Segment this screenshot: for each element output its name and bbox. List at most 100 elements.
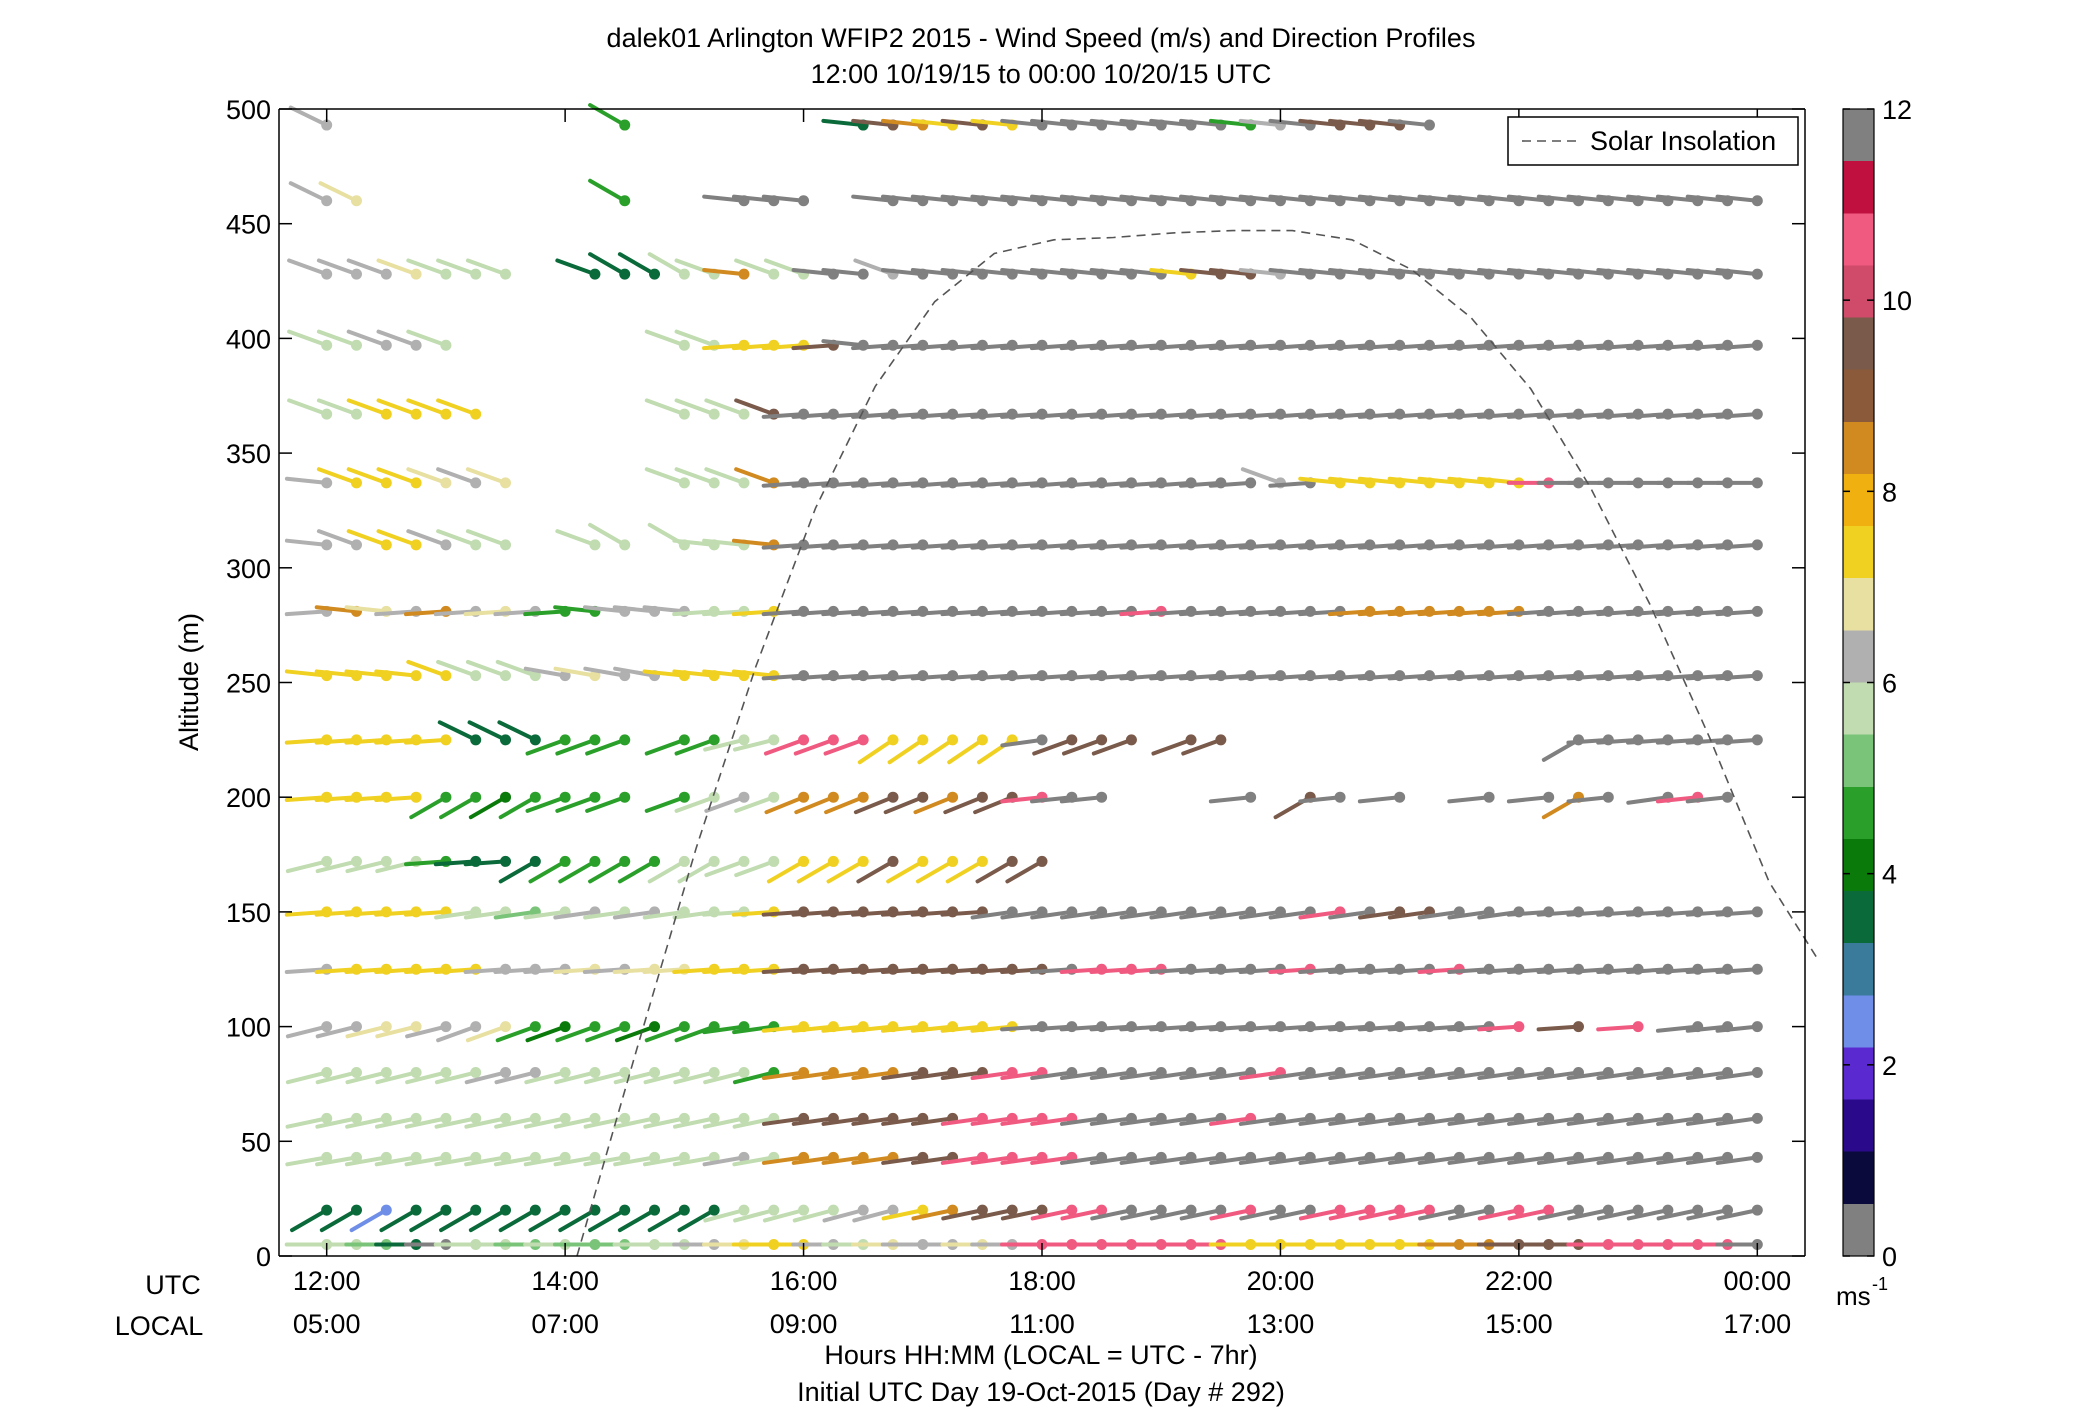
wind-barb-point — [440, 734, 452, 746]
wind-barb-line — [881, 1024, 925, 1033]
wind-barb-line — [642, 1155, 687, 1167]
wind-barb-line — [1119, 412, 1164, 419]
wind-barb-line — [1208, 609, 1253, 617]
wind-barb-line — [495, 659, 538, 678]
wind-barb-point — [500, 477, 512, 489]
wind-barb-line — [1119, 267, 1164, 277]
wind-barb-line — [1062, 737, 1104, 756]
wind-barb-line — [1298, 267, 1343, 277]
wind-barb-line — [734, 398, 776, 417]
wind-barb-point — [589, 539, 601, 551]
wind-barb-line — [523, 967, 568, 975]
wind-barb-point — [589, 1021, 601, 1033]
wind-barb-line — [1387, 1024, 1432, 1032]
wind-barb-line — [702, 1116, 746, 1129]
wind-barb-line — [374, 609, 419, 617]
wind-barb-line — [1686, 1208, 1730, 1221]
wind-barb-line — [465, 467, 508, 485]
wind-barb-line — [1507, 1070, 1551, 1081]
wind-barb-point — [1215, 734, 1227, 746]
wind-barb-point — [470, 408, 482, 420]
wind-barb-point — [1692, 1204, 1704, 1216]
wind-barb-line — [315, 1070, 359, 1085]
wind-barb-line — [1089, 343, 1134, 351]
wind-barb-point — [350, 408, 362, 420]
chart-title: dalek01 Arlington WFIP2 2015 - Wind Spee… — [607, 23, 1476, 53]
wind-barb-point — [1245, 1204, 1257, 1216]
wind-barb-line — [463, 967, 508, 975]
wind-barb-point — [440, 408, 452, 420]
wind-barb-line — [970, 609, 1015, 617]
wind-barb-line — [702, 967, 746, 975]
wind-barb-line — [405, 1024, 448, 1039]
wind-barb-line — [1417, 343, 1462, 351]
wind-barb-line — [404, 1116, 448, 1129]
wind-barb-point — [321, 408, 333, 420]
wind-barb-line — [880, 542, 925, 550]
wind-barb-line — [731, 909, 776, 917]
wind-barb-line — [346, 529, 389, 547]
wind-barb-line — [1656, 1116, 1700, 1126]
wind-barb-point — [1215, 1204, 1227, 1216]
wind-barb-line — [1477, 1070, 1521, 1081]
y-tick-label: 200 — [226, 783, 271, 813]
wind-barb-line — [945, 859, 985, 884]
wind-barb-line — [851, 1116, 895, 1126]
wind-barb-point — [768, 791, 780, 803]
wind-barb-line — [851, 343, 895, 351]
wind-barb-line — [1328, 118, 1372, 128]
wind-barb-line — [1119, 1070, 1164, 1081]
wind-barb-line — [588, 1208, 627, 1233]
wind-barb-line — [1178, 412, 1223, 419]
wind-barb-line — [766, 859, 806, 884]
wind-barb-line — [1030, 909, 1074, 920]
wind-barb-point — [470, 1204, 482, 1216]
wind-barb-line — [523, 909, 568, 920]
solar-insolation-curve — [576, 229, 1818, 1257]
wind-barb-line — [821, 1024, 866, 1033]
wind-barb-point — [857, 855, 869, 867]
wind-barb-point — [321, 1066, 333, 1078]
wind-barb-line — [1685, 542, 1730, 550]
wind-barb-line — [1417, 909, 1462, 920]
wind-barb-line — [880, 412, 925, 419]
wind-barb-point — [440, 670, 452, 682]
wind-barb-point — [321, 1112, 333, 1124]
y-axis-label: Altitude (m) — [174, 613, 204, 751]
wind-barb-line — [791, 1116, 836, 1126]
wind-barb-line — [376, 467, 419, 485]
wind-barb-point — [500, 855, 512, 867]
wind-barb-line — [1357, 343, 1402, 351]
wind-barb-line — [498, 859, 538, 884]
wind-barb-line — [404, 967, 448, 975]
wind-barb-line — [436, 659, 478, 678]
wind-barb-line — [881, 1116, 925, 1126]
wind-barb-line — [1387, 673, 1432, 681]
wind-barb-line — [910, 1155, 955, 1165]
legend-label: Solar Insolation — [1590, 126, 1776, 156]
wind-barb-line — [1447, 1208, 1492, 1221]
wind-barb-line — [1417, 609, 1462, 617]
wind-barb-line — [1030, 1155, 1074, 1165]
wind-barb-line — [1536, 1116, 1581, 1126]
wind-barb-line — [1566, 267, 1611, 277]
wind-barb-line — [1059, 118, 1104, 128]
wind-barb-line — [1507, 1155, 1551, 1165]
wind-barb-line — [525, 1024, 568, 1043]
wind-barb-line — [1327, 967, 1372, 975]
wind-barb-line — [821, 1116, 866, 1126]
wind-barb-line — [493, 967, 538, 975]
wind-barb-point — [470, 670, 482, 682]
wind-barb-line — [1596, 1155, 1641, 1165]
wind-barb-line — [1715, 609, 1760, 617]
wind-barb-point — [380, 477, 392, 489]
wind-barb-line — [404, 737, 448, 745]
wind-barb-line — [1000, 267, 1044, 277]
wind-barb-line — [285, 1070, 329, 1085]
wind-barb-line — [1209, 909, 1253, 920]
wind-barb-line — [284, 909, 329, 917]
wind-barb-point — [738, 855, 750, 867]
wind-barb-line — [1149, 609, 1194, 617]
colorbar-ticks: 0 2 4 6 8 10 12 — [1843, 95, 1912, 1272]
wind-barb-line — [468, 1208, 508, 1233]
